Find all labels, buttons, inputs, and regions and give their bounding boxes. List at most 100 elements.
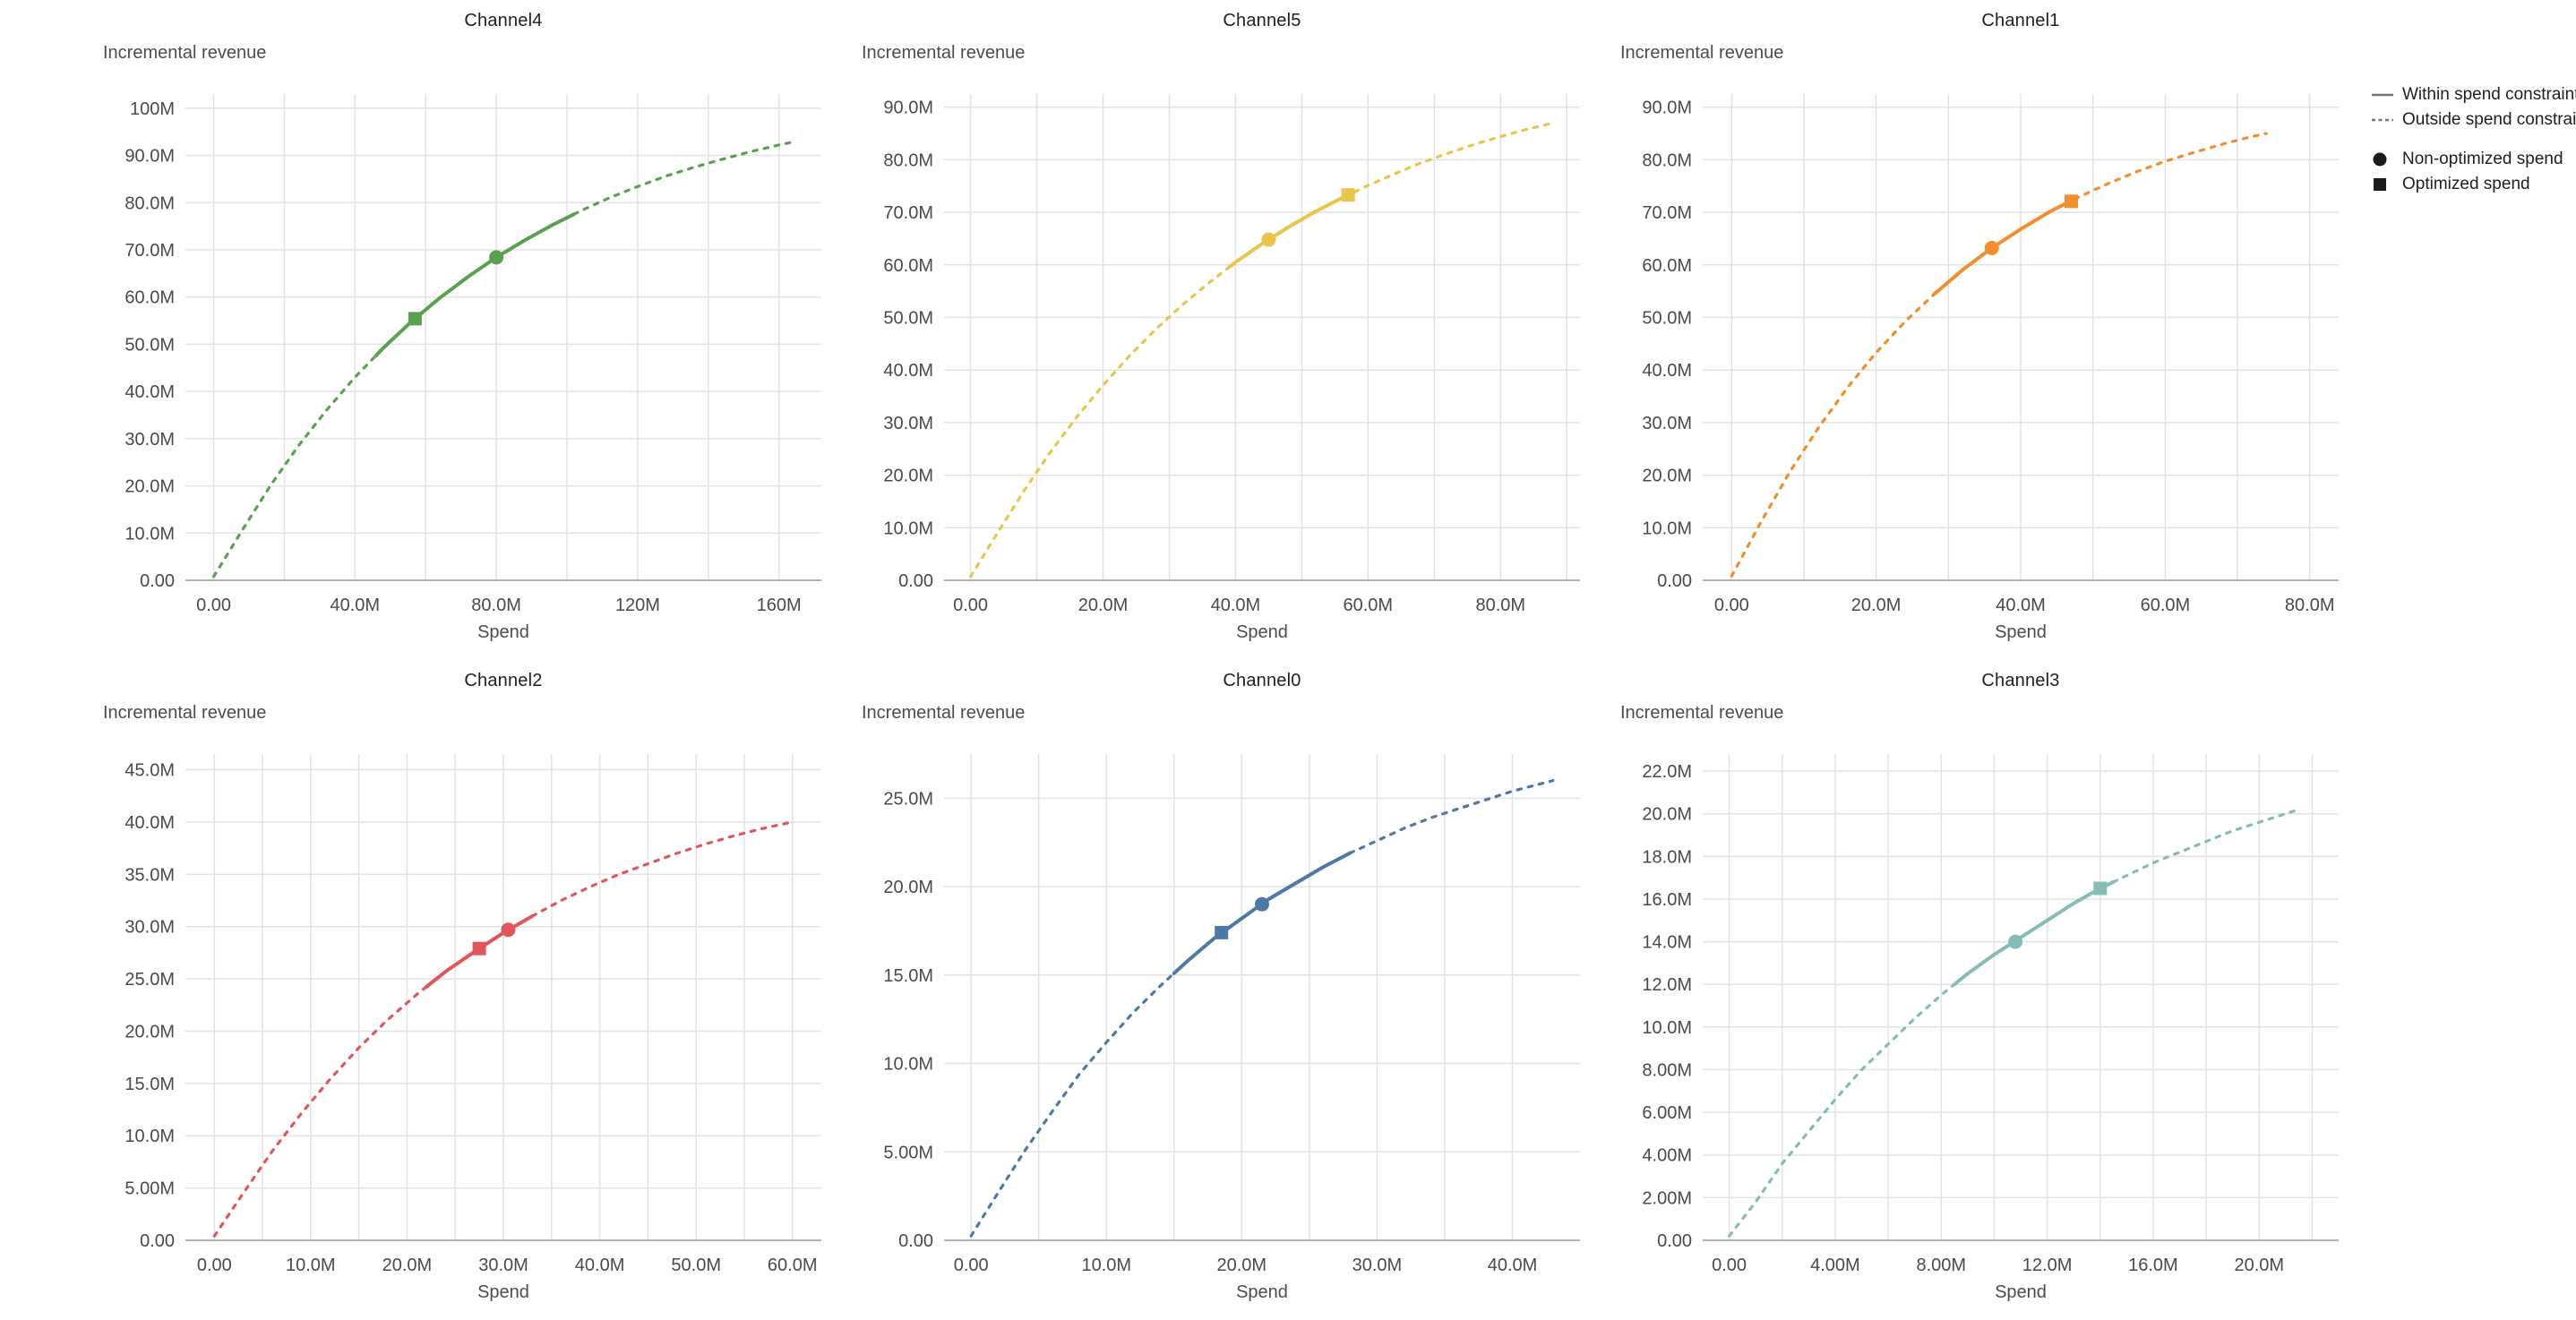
y-tick-label: 40.0M — [883, 361, 933, 381]
y-tick-label: 20.0M — [883, 878, 933, 897]
legend-label: Outside spend constraint — [2402, 110, 2576, 129]
circle-marker-icon — [2372, 151, 2399, 167]
dashed-line-icon — [2372, 118, 2399, 122]
legend-item-outside-constraint: Outside spend constraint — [2372, 107, 2576, 133]
y-tick-label: 14.0M — [1642, 933, 1692, 953]
y-tick-label: 80.0M — [883, 150, 933, 170]
x-tick-label: 40.0M — [1996, 596, 2046, 615]
chart-channel2: Channel2 Incremental revenue 0.00 5.00M 10… — [96, 660, 854, 1320]
x-tick-label: 80.0M — [471, 596, 521, 615]
curve-dashed-segment — [2073, 132, 2268, 201]
y-tick-label: 0.00 — [1657, 571, 1692, 591]
x-tick-label: 16.0M — [2128, 1256, 2178, 1275]
curve-solid-segment — [1932, 197, 2077, 296]
x-tick-label: 60.0M — [768, 1256, 818, 1275]
y-tick-label: 10.0M — [125, 524, 175, 544]
x-tick-label: 0.00 — [1712, 1256, 1747, 1275]
y-tick-label: 20.0M — [1642, 467, 1692, 486]
optimized-spend-marker[interactable] — [472, 941, 486, 956]
y-axis-title: Incremental revenue — [862, 43, 1026, 63]
x-tick-label: 160M — [757, 596, 802, 615]
y-tick-label: 10.0M — [883, 1055, 933, 1075]
curve-solid-segment — [1953, 879, 2116, 987]
y-tick-label: 10.0M — [1642, 519, 1692, 538]
chart-title: Channel0 — [1223, 671, 1301, 690]
y-tick-label: 50.0M — [883, 309, 933, 329]
x-tick-label: 0.00 — [953, 596, 988, 615]
y-tick-label: 5.00M — [125, 1179, 175, 1199]
chart-plot-channel2: 0.00 5.00M 10.0M 15.0M 20.0M 25.0M 30.0M 35.0M 4… — [125, 754, 821, 1275]
y-tick-label: 90.0M — [1642, 99, 1692, 118]
y-tick-label: 20.0M — [883, 467, 933, 486]
square-marker-icon — [2372, 176, 2399, 193]
x-axis-title: Spend — [477, 1282, 529, 1302]
y-tick-label: 15.0M — [883, 966, 933, 986]
y-tick-label: 10.0M — [125, 1127, 175, 1146]
non-optimized-spend-marker[interactable] — [1255, 896, 1269, 912]
chart-title: Channel3 — [1981, 671, 2060, 690]
y-tick-label: 8.00M — [1642, 1061, 1692, 1081]
x-tick-label: 20.0M — [382, 1256, 433, 1275]
curve-dashed-segment — [2111, 808, 2301, 884]
chart-title: Channel1 — [1981, 11, 2060, 30]
y-tick-label: 30.0M — [125, 430, 175, 450]
y-tick-label: 50.0M — [1642, 309, 1692, 329]
chart-plot-channel1: 0.00 10.0M 20.0M 30.0M 40.0M 50.0M 60.0M 70.0M 8… — [1642, 94, 2339, 615]
optimized-spend-marker[interactable] — [1215, 925, 1229, 939]
legend-spacer — [2372, 133, 2576, 147]
curve-dashed-segment — [1730, 293, 1936, 578]
y-tick-label: 60.0M — [125, 288, 175, 308]
y-tick-label: 25.0M — [125, 970, 175, 990]
y-tick-label: 0.00 — [898, 1231, 933, 1251]
chart-plot-channel5: 0.00 10.0M 20.0M 30.0M 40.0M 50.0M 60.0M 70.0M 8… — [883, 94, 1580, 615]
non-optimized-spend-marker[interactable] — [489, 250, 504, 265]
y-axis-title: Incremental revenue — [103, 703, 267, 723]
x-tick-label: 20.0M — [1217, 1256, 1267, 1275]
y-tick-label: 70.0M — [883, 203, 933, 223]
y-tick-label: 25.0M — [883, 789, 933, 809]
y-axis-title: Incremental revenue — [1620, 43, 1784, 63]
optimized-spend-marker[interactable] — [408, 312, 422, 326]
x-tick-label: 60.0M — [1344, 596, 1394, 615]
legend-item-within-constraint: Within spend constraint — [2372, 82, 2576, 107]
y-tick-label: 0.00 — [140, 571, 175, 591]
y-tick-label: 10.0M — [883, 519, 933, 538]
x-tick-label: 10.0M — [1082, 1256, 1132, 1275]
y-tick-label: 80.0M — [125, 193, 175, 213]
legend-label: Non-optimized spend — [2402, 150, 2563, 168]
non-optimized-spend-marker[interactable] — [1261, 232, 1276, 247]
optimized-spend-marker[interactable] — [2093, 881, 2108, 896]
y-tick-label: 12.0M — [1642, 975, 1692, 995]
x-tick-label: 20.0M — [1851, 596, 1902, 615]
x-axis-title: Spend — [1995, 1282, 2047, 1302]
x-tick-label: 40.0M — [1488, 1256, 1538, 1275]
non-optimized-spend-marker[interactable] — [501, 922, 516, 938]
y-tick-label: 0.00 — [898, 571, 933, 591]
chart-channel3: Channel3 Incremental revenue 0.00 2.00M 4.… — [1613, 660, 2372, 1320]
legend-item-optimized-spend: Optimized spend — [2372, 172, 2576, 197]
y-tick-label: 30.0M — [125, 918, 175, 938]
y-tick-label: 20.0M — [125, 1023, 175, 1042]
x-tick-label: 30.0M — [1352, 1256, 1403, 1275]
non-optimized-spend-marker[interactable] — [2008, 934, 2023, 949]
y-tick-label: 80.0M — [1642, 150, 1692, 170]
curve-dashed-segment — [969, 972, 1176, 1238]
non-optimized-spend-marker[interactable] — [1984, 241, 1999, 255]
curve-solid-segment — [374, 212, 576, 357]
x-tick-label: 10.0M — [286, 1256, 336, 1275]
y-tick-label: 30.0M — [883, 414, 933, 433]
solid-line-icon — [2372, 93, 2399, 97]
optimized-spend-marker[interactable] — [1341, 188, 1355, 202]
optimized-spend-marker[interactable] — [2065, 194, 2078, 209]
x-tick-label: 60.0M — [2141, 596, 2191, 615]
legend-label: Within spend constraint — [2402, 85, 2576, 104]
x-tick-label: 40.0M — [575, 1256, 625, 1275]
y-tick-label: 0.00 — [140, 1231, 175, 1251]
curve-dashed-segment — [969, 266, 1231, 579]
y-tick-label: 50.0M — [125, 335, 175, 355]
chart-plot-channel3: 0.00 2.00M 4.00M 6.00M 8.00M 10.0M 12.0M 14.0M 1… — [1642, 754, 2339, 1275]
y-tick-label: 100M — [130, 99, 175, 119]
chart-channel5: Channel5 Incremental revenue 0.00 10.0M 20… — [854, 0, 1613, 660]
curve-dashed-segment — [1352, 121, 1555, 193]
